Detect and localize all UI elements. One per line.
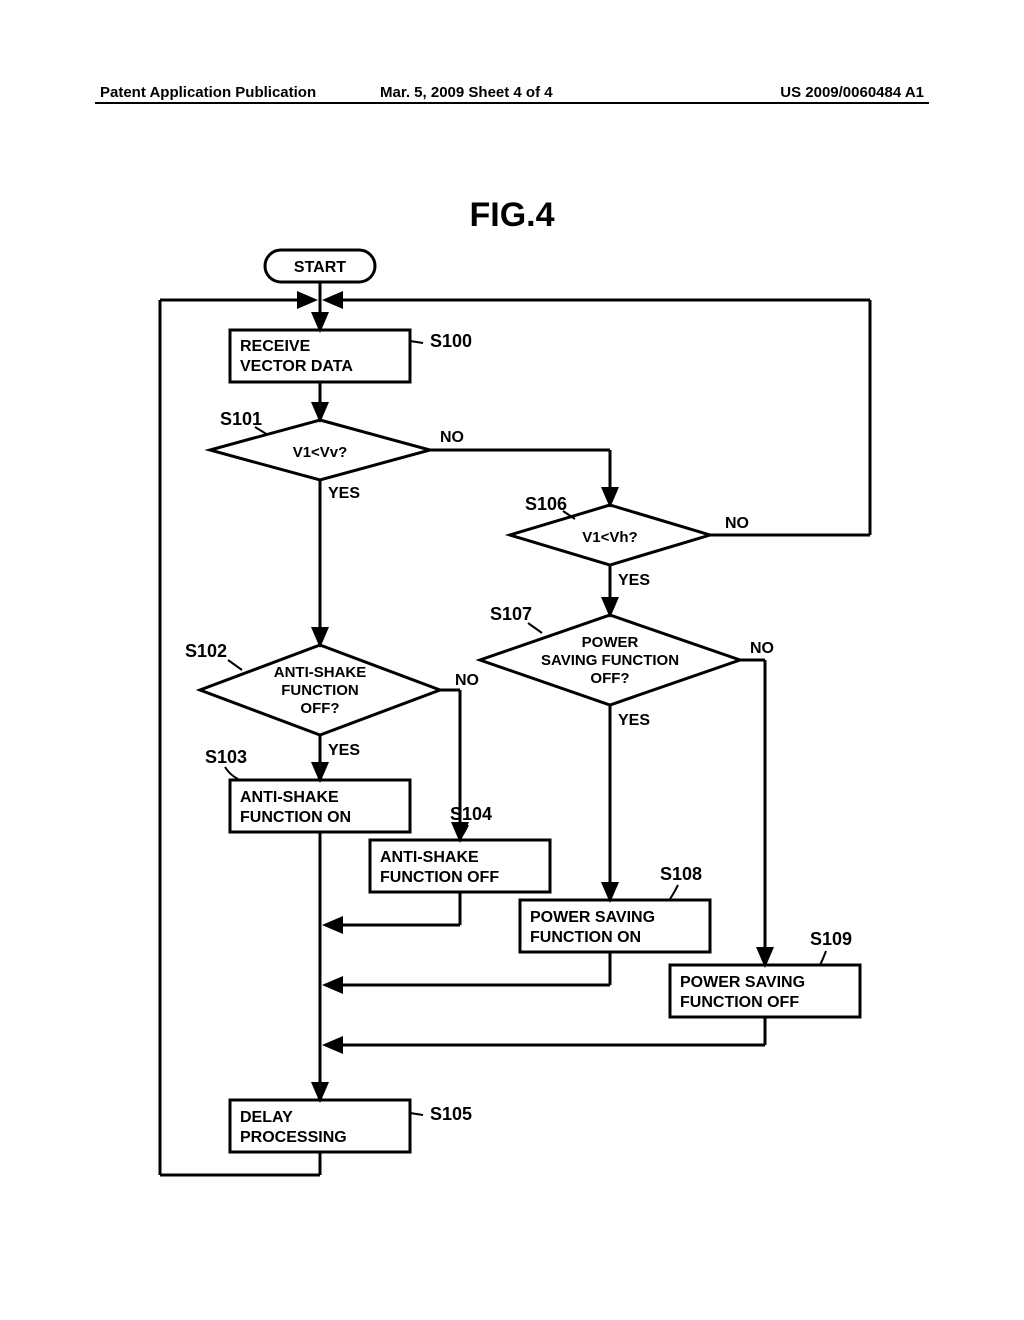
node-start: START <box>265 250 375 282</box>
label-s109: S109 <box>810 929 852 949</box>
svg-text:ANTI-SHAKE: ANTI-SHAKE <box>274 664 367 681</box>
svg-text:VECTOR DATA: VECTOR DATA <box>240 358 353 375</box>
header-center: Mar. 5, 2009 Sheet 4 of 4 <box>380 84 553 101</box>
svg-text:SAVING FUNCTION: SAVING FUNCTION <box>541 652 679 669</box>
label-s103: S103 <box>205 747 247 767</box>
node-s104: ANTI-SHAKE FUNCTION OFF <box>370 840 550 892</box>
svg-text:RECEIVE: RECEIVE <box>240 338 311 355</box>
figure-title: FIG.4 <box>0 196 1024 235</box>
svg-text:FUNCTION OFF: FUNCTION OFF <box>380 869 499 886</box>
node-s100: RECEIVE VECTOR DATA <box>230 330 410 382</box>
node-s102: ANTI-SHAKE FUNCTION OFF? <box>200 645 440 735</box>
edge-s107-yes: YES <box>618 712 650 729</box>
svg-text:OFF?: OFF? <box>300 700 339 717</box>
node-s107: POWER SAVING FUNCTION OFF? <box>480 615 740 705</box>
svg-text:V1<Vv?: V1<Vv? <box>293 444 348 461</box>
label-s102: S102 <box>185 641 227 661</box>
svg-text:OFF?: OFF? <box>590 670 629 687</box>
header-rule <box>95 102 929 104</box>
svg-text:POWER: POWER <box>582 634 639 651</box>
node-s108: POWER SAVING FUNCTION ON <box>520 900 710 952</box>
svg-text:POWER SAVING: POWER SAVING <box>530 909 655 926</box>
node-s101: V1<Vv? <box>210 420 430 480</box>
label-s105: S105 <box>430 1104 472 1124</box>
edge-s106-yes: YES <box>618 572 650 589</box>
label-s107: S107 <box>490 604 532 624</box>
node-s106: V1<Vh? <box>510 505 710 565</box>
edge-s102-yes: YES <box>328 742 360 759</box>
edge-s101-yes: YES <box>328 485 360 502</box>
label-s104: S104 <box>450 804 492 824</box>
node-s105: DELAY PROCESSING <box>230 1100 410 1152</box>
label-s106: S106 <box>525 494 567 514</box>
svg-text:FUNCTION OFF: FUNCTION OFF <box>680 994 799 1011</box>
page-header: Patent Application Publication Mar. 5, 2… <box>100 84 924 101</box>
edge-s106-no: NO <box>725 515 749 532</box>
svg-text:FUNCTION: FUNCTION <box>281 682 359 699</box>
node-s103: ANTI-SHAKE FUNCTION ON <box>230 780 410 832</box>
node-s109: POWER SAVING FUNCTION OFF <box>670 965 860 1017</box>
svg-text:FUNCTION ON: FUNCTION ON <box>530 929 641 946</box>
svg-text:ANTI-SHAKE: ANTI-SHAKE <box>380 849 479 866</box>
svg-text:POWER SAVING: POWER SAVING <box>680 974 805 991</box>
label-s108: S108 <box>660 864 702 884</box>
label-s101: S101 <box>220 409 262 429</box>
svg-text:START: START <box>294 259 346 276</box>
edge-s102-no: NO <box>455 672 479 689</box>
edge-s107-no: NO <box>750 640 774 657</box>
header-left: Patent Application Publication <box>100 84 316 101</box>
svg-text:V1<Vh?: V1<Vh? <box>582 529 637 546</box>
flowchart: START RECEIVE VECTOR DATA S100 V1<Vv? S1… <box>130 245 900 1195</box>
svg-text:DELAY: DELAY <box>240 1109 293 1126</box>
svg-text:PROCESSING: PROCESSING <box>240 1129 347 1146</box>
svg-text:ANTI-SHAKE: ANTI-SHAKE <box>240 789 339 806</box>
label-s100: S100 <box>430 331 472 351</box>
edge-s101-no: NO <box>440 429 464 446</box>
svg-text:FUNCTION ON: FUNCTION ON <box>240 809 351 826</box>
header-right: US 2009/0060484 A1 <box>780 84 924 101</box>
